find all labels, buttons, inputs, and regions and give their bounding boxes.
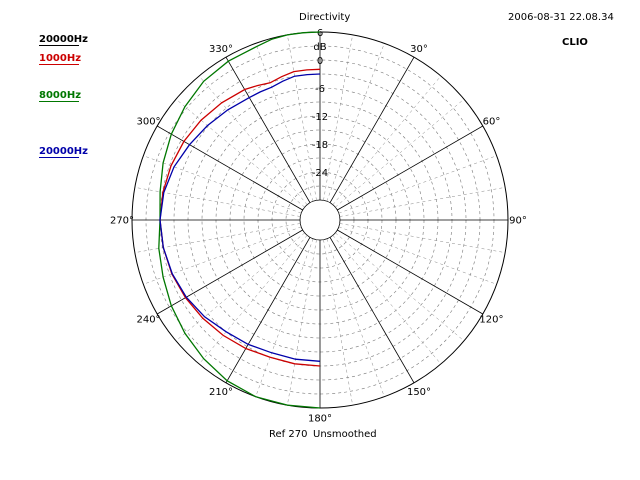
radial-tick-label: -18: [312, 140, 328, 151]
radial-tick-label: -6: [315, 84, 325, 95]
grid-spoke: [335, 232, 465, 342]
grid-spoke: [338, 155, 497, 214]
angle-tick-label: 30°: [410, 44, 428, 55]
radial-tick-label: -12: [312, 112, 328, 123]
inner-ring: [299, 199, 341, 241]
grid-spoke: [338, 226, 497, 285]
grid-spoke: [198, 75, 308, 205]
footer-smoothing: Unsmoothed: [313, 429, 377, 440]
grid-spoke: [326, 43, 385, 202]
angle-tick-label: 330°: [209, 44, 233, 55]
angle-tick-label: 120°: [479, 315, 503, 326]
grid-spoke: [134, 223, 301, 253]
radial-tick-label: 6: [317, 28, 323, 39]
angle-tick-label: 270°: [110, 216, 134, 227]
grid-spoke: [143, 226, 302, 285]
series-line-20000hz: [159, 73, 321, 362]
grid-spoke: [198, 235, 308, 365]
radial-unit-label: dB: [313, 42, 326, 53]
angle-tick-label: 210°: [209, 387, 233, 398]
angle-tick-label: 60°: [483, 117, 501, 128]
angle-tick-label: 90°: [509, 216, 527, 227]
legend-item-20000hz-black: 20000Hz: [39, 34, 88, 46]
grid-spoke: [337, 125, 484, 211]
timestamp: 2006-08-31 22.08.34: [508, 12, 614, 23]
angle-tick-label: 240°: [136, 315, 160, 326]
grid-spoke: [329, 56, 415, 203]
chart-title: Directivity: [299, 12, 351, 23]
grid-spoke: [287, 34, 317, 201]
grid-spoke: [332, 75, 442, 205]
grid-spoke: [225, 237, 311, 384]
grid-spoke: [326, 238, 385, 397]
grid-spoke: [156, 229, 303, 315]
series-line-1000hz: [159, 68, 321, 367]
grid-spoke: [323, 239, 353, 406]
grid-spoke: [175, 98, 305, 208]
grid-spoke: [337, 229, 484, 315]
grid-spoke: [143, 155, 302, 214]
radial-tick-label: 0: [317, 56, 323, 67]
radial-tick-label: -24: [312, 168, 328, 179]
grid-spoke: [225, 56, 311, 203]
legend-item-1000hz: 1000Hz: [39, 53, 82, 65]
grid-spoke: [175, 232, 305, 342]
angle-tick-label: 150°: [407, 387, 431, 398]
grid-spoke: [156, 125, 303, 211]
angle-tick-label: 300°: [136, 117, 160, 128]
brand-label: CLIO: [562, 37, 588, 48]
legend-item-20000hz-blue: 20000Hz: [39, 146, 88, 158]
grid-spoke: [329, 237, 415, 384]
grid-spoke: [339, 187, 506, 217]
footer-reference: Ref 270: [269, 429, 308, 440]
grid-spoke: [332, 235, 442, 365]
grid-spoke: [339, 223, 506, 253]
legend-item-8000hz: 8000Hz: [39, 90, 82, 102]
grid-spoke: [335, 98, 465, 208]
grid-spoke: [255, 43, 314, 202]
grid-spoke: [287, 239, 317, 406]
series-line-8000hz: [158, 31, 321, 409]
grid-spoke: [323, 34, 353, 201]
grid-spoke: [255, 238, 314, 397]
angle-tick-label: 180°: [308, 414, 332, 425]
